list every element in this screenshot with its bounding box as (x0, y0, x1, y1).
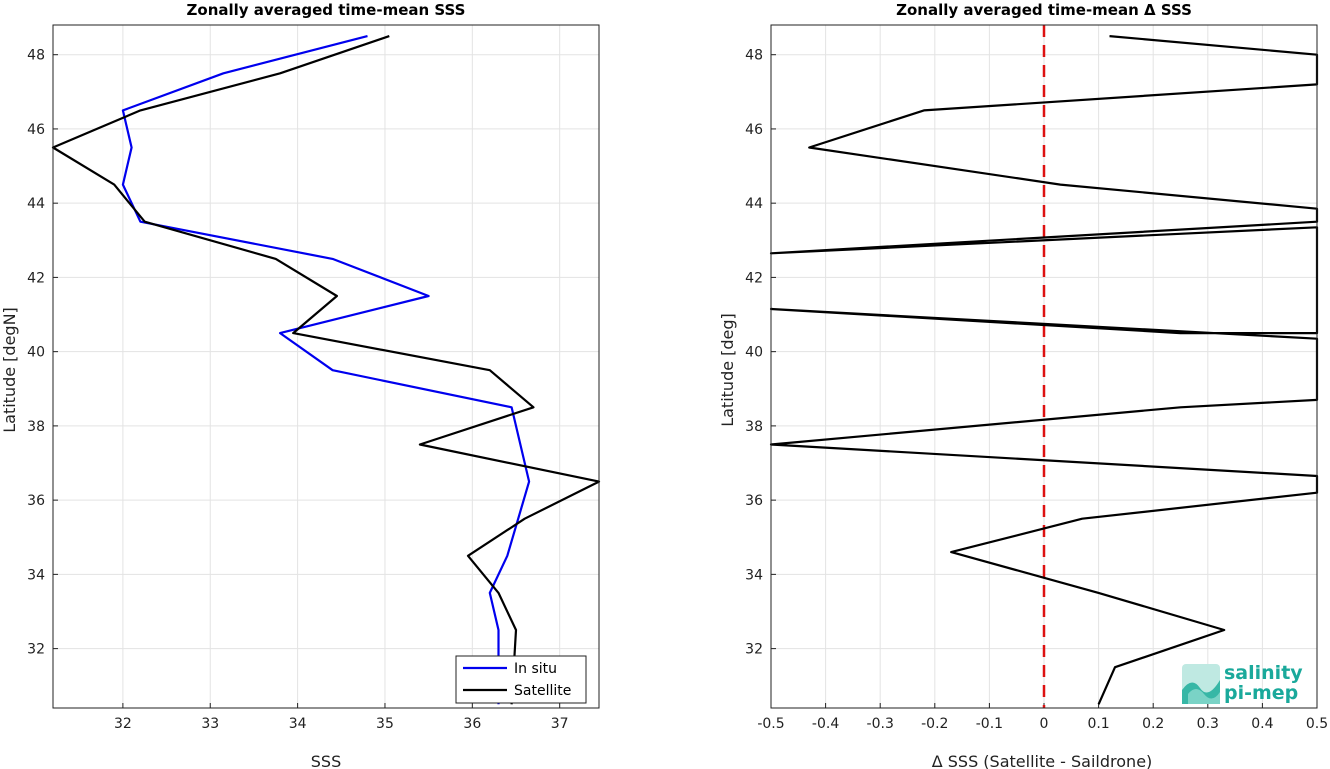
x-axis-label: Δ SSS (Satellite - Saildrone) (932, 752, 1153, 769)
series-lines (51, 35, 601, 705)
y-tick-label: 34 (27, 567, 45, 583)
y-tick-label: 38 (27, 419, 45, 435)
x-tick-label: -0.5 (757, 716, 784, 732)
x-tick-label: 0.3 (1197, 716, 1219, 732)
salinity-pi-mep-logo: salinity pi-mep (1182, 662, 1303, 704)
y-tick-label: 36 (27, 493, 45, 509)
y-tick-label: 34 (745, 567, 763, 583)
x-tick-label: 36 (463, 716, 481, 732)
x-tick-label: 34 (289, 716, 307, 732)
x-tick-label: -0.2 (921, 716, 948, 732)
y-tick-label: 48 (745, 48, 763, 64)
x-tick-label: -0.3 (867, 716, 894, 732)
logo-wave-mid (1188, 689, 1220, 704)
x-tick-label: 0.1 (1087, 716, 1109, 732)
x-tick-label: 33 (201, 716, 219, 732)
y-tick-label: 42 (745, 270, 763, 286)
y-tick-label: 38 (745, 419, 763, 435)
plot-frame (770, 24, 1318, 709)
x-tick-label: 0 (1040, 716, 1049, 732)
x-tick-label: 32 (114, 716, 132, 732)
plot-frame (52, 24, 600, 709)
logo-line2: pi-mep (1224, 682, 1298, 704)
y-tick-label: 44 (745, 196, 763, 212)
x-tick-label: -0.4 (812, 716, 839, 732)
series-line-satellite (51, 35, 601, 705)
y-tick-label: 40 (27, 345, 45, 361)
x-tick-label: 37 (551, 716, 569, 732)
tick-labels: 32 33 34 35 36 37 32 34 36 38 40 42 44 46 48 (27, 48, 568, 732)
legend[interactable]: In situ Satellite (455, 655, 587, 704)
y-tick-label: 46 (27, 122, 45, 138)
y-tick-label: 42 (27, 270, 45, 286)
grid (53, 25, 599, 708)
chart-title: Zonally averaged time-mean Δ SSS (896, 1, 1192, 19)
logo-line1: salinity (1224, 662, 1303, 684)
sss-panel: Zonally averaged time-mean SSS 32 33 34 35 3… (0, 1, 601, 769)
legend-entry-insitu: In situ (514, 661, 557, 677)
legend-entry-satellite: Satellite (514, 683, 571, 699)
y-axis-label: Latitude [deg] (718, 313, 737, 427)
y-tick-label: 46 (745, 122, 763, 138)
y-tick-label: 32 (27, 642, 45, 658)
series-line-in-situ (121, 35, 531, 705)
x-tick-label: 0.2 (1142, 716, 1164, 732)
chart-title: Zonally averaged time-mean SSS (187, 1, 466, 19)
legend-box (455, 655, 587, 704)
x-axis-label: SSS (311, 752, 341, 769)
x-tick-label: 0.4 (1251, 716, 1273, 732)
x-tick-label: 0.5 (1306, 716, 1328, 732)
tick-labels: -0.5 -0.4 -0.3 -0.2 -0.1 0 0.1 0.2 0.3 0.4 0.5 32 34… (745, 48, 1328, 732)
y-tick-label: 44 (27, 196, 45, 212)
y-axis-label: Latitude [degN] (0, 307, 19, 433)
x-tick-label: -0.1 (976, 716, 1003, 732)
delta-sss-panel: Zonally averaged time-mean Δ SSS -0.5 -0.… (718, 1, 1328, 769)
y-tick-label: 36 (745, 493, 763, 509)
x-tick-label: 35 (376, 716, 394, 732)
y-tick-label: 40 (745, 345, 763, 361)
y-tick-label: 48 (27, 48, 45, 64)
y-tick-label: 32 (745, 642, 763, 658)
